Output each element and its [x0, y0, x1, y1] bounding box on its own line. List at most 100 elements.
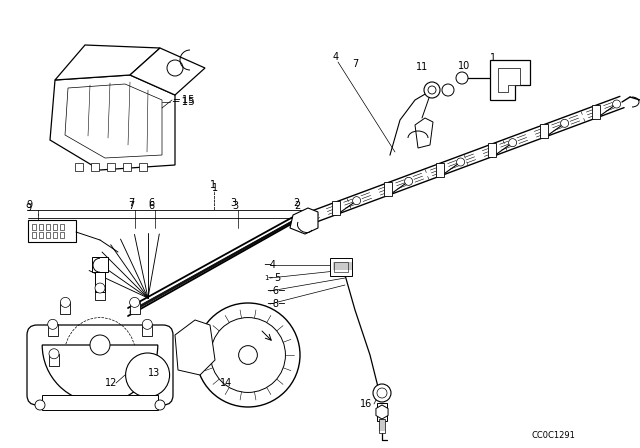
Polygon shape — [130, 48, 205, 95]
Circle shape — [456, 72, 468, 84]
Text: 10: 10 — [458, 61, 470, 71]
Bar — [377, 403, 387, 421]
Bar — [123, 163, 131, 171]
Bar — [334, 262, 348, 272]
Bar — [592, 105, 600, 119]
Polygon shape — [415, 118, 433, 148]
Circle shape — [167, 60, 183, 76]
Polygon shape — [55, 45, 160, 80]
Circle shape — [130, 297, 140, 307]
Wedge shape — [42, 345, 158, 403]
Bar — [60, 224, 64, 230]
Text: 14: 14 — [220, 378, 232, 388]
Bar — [540, 124, 548, 138]
Circle shape — [142, 319, 152, 329]
Circle shape — [60, 297, 70, 307]
Circle shape — [196, 303, 300, 407]
Bar — [60, 302, 70, 314]
Circle shape — [95, 283, 105, 293]
Text: 1: 1 — [212, 183, 218, 193]
Circle shape — [456, 158, 465, 166]
FancyBboxPatch shape — [27, 325, 173, 405]
Circle shape — [373, 384, 391, 402]
Bar — [49, 354, 59, 366]
Circle shape — [509, 139, 516, 146]
Bar — [95, 288, 105, 300]
Bar — [142, 324, 152, 336]
Circle shape — [377, 388, 387, 398]
Bar — [95, 272, 105, 292]
Bar — [28, 220, 76, 242]
Text: 4: 4 — [333, 52, 339, 62]
Bar — [436, 163, 444, 177]
Circle shape — [561, 119, 568, 127]
Text: 7: 7 — [128, 201, 134, 211]
Bar — [92, 257, 108, 272]
Polygon shape — [498, 68, 520, 92]
Bar — [332, 201, 340, 215]
Polygon shape — [490, 60, 530, 100]
Bar — [107, 163, 115, 171]
Circle shape — [353, 197, 360, 205]
Bar — [384, 182, 392, 196]
Bar — [39, 224, 43, 230]
Bar — [60, 232, 64, 238]
Text: 16: 16 — [360, 399, 372, 409]
Circle shape — [211, 318, 285, 392]
Text: ─6─: ─6─ — [267, 286, 285, 296]
Text: 1─: 1─ — [264, 275, 273, 281]
Text: 1: 1 — [210, 180, 216, 190]
Text: 5: 5 — [274, 273, 280, 283]
Circle shape — [125, 353, 170, 397]
Text: 2: 2 — [293, 198, 300, 208]
Text: ─ 15: ─ 15 — [172, 97, 195, 107]
Circle shape — [35, 400, 45, 410]
Polygon shape — [290, 208, 318, 234]
Bar — [379, 419, 385, 433]
Bar — [39, 232, 43, 238]
Bar — [32, 232, 36, 238]
Text: 12: 12 — [105, 378, 117, 388]
Circle shape — [48, 319, 58, 329]
Circle shape — [612, 100, 621, 108]
Text: 1: 1 — [490, 53, 496, 63]
Text: 2: 2 — [294, 201, 300, 211]
Circle shape — [428, 86, 436, 94]
Bar — [48, 324, 58, 336]
Bar — [53, 232, 57, 238]
Polygon shape — [308, 96, 624, 224]
Text: 7: 7 — [352, 59, 358, 69]
Bar — [130, 302, 140, 314]
Text: 13: 13 — [148, 368, 160, 378]
Bar — [91, 163, 99, 171]
Circle shape — [239, 346, 257, 364]
Polygon shape — [175, 320, 215, 375]
Bar — [46, 232, 50, 238]
Text: CC0C1291: CC0C1291 — [531, 431, 575, 439]
Bar — [42, 395, 158, 410]
Polygon shape — [376, 405, 388, 419]
Text: 9: 9 — [26, 200, 32, 210]
Bar — [75, 163, 83, 171]
Text: 11: 11 — [416, 62, 428, 72]
Bar — [488, 143, 496, 157]
Bar — [53, 224, 57, 230]
Text: 7: 7 — [128, 198, 134, 208]
Bar — [46, 224, 50, 230]
Bar — [139, 163, 147, 171]
Circle shape — [90, 335, 110, 355]
Circle shape — [442, 84, 454, 96]
Text: 6: 6 — [148, 201, 154, 211]
Polygon shape — [65, 84, 162, 158]
Polygon shape — [50, 75, 175, 170]
Bar — [330, 258, 352, 276]
Text: 3: 3 — [230, 198, 236, 208]
Bar — [32, 224, 36, 230]
Text: ─8─: ─8─ — [267, 299, 285, 309]
Circle shape — [404, 177, 413, 185]
Text: 6: 6 — [148, 198, 154, 208]
Text: 3: 3 — [232, 201, 238, 211]
Text: ─4: ─4 — [264, 260, 276, 270]
Circle shape — [155, 400, 165, 410]
Circle shape — [424, 82, 440, 98]
